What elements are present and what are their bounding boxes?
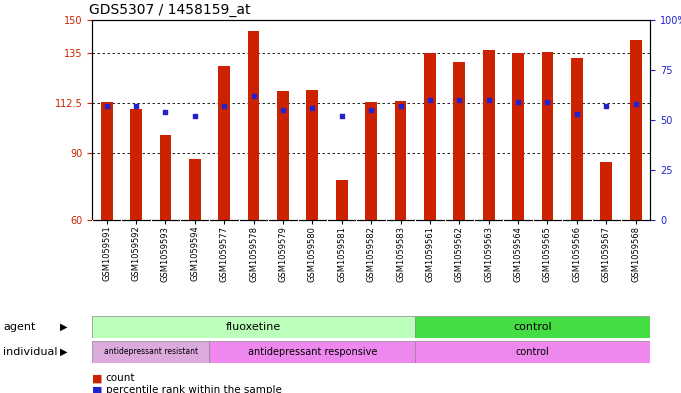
Bar: [219, 66, 230, 220]
Text: GDS5307 / 1458159_at: GDS5307 / 1458159_at: [89, 3, 251, 17]
Point: [336, 113, 347, 119]
Point: [601, 103, 612, 109]
Text: antidepressant responsive: antidepressant responsive: [248, 347, 377, 357]
Bar: [424, 53, 436, 220]
Point: [630, 101, 641, 107]
Point: [366, 107, 377, 113]
Text: agent: agent: [3, 322, 36, 332]
Bar: [306, 90, 318, 220]
Bar: [571, 57, 583, 220]
Bar: [92, 316, 415, 338]
Point: [454, 97, 464, 103]
Point: [424, 97, 435, 103]
Bar: [415, 316, 650, 338]
Bar: [512, 53, 524, 220]
Bar: [454, 62, 465, 220]
Point: [189, 113, 200, 119]
Point: [219, 103, 229, 109]
Bar: [92, 341, 210, 363]
Point: [513, 99, 524, 105]
Text: ■: ■: [92, 373, 102, 384]
Bar: [601, 162, 612, 220]
Text: control: control: [513, 322, 552, 332]
Bar: [365, 102, 377, 220]
Point: [278, 107, 289, 113]
Bar: [630, 40, 642, 220]
Text: antidepressant resistant: antidepressant resistant: [104, 347, 197, 356]
Bar: [159, 136, 172, 220]
Point: [542, 99, 553, 105]
Point: [160, 109, 171, 115]
Bar: [189, 159, 201, 220]
Text: ■: ■: [92, 385, 102, 393]
Point: [131, 103, 142, 109]
Bar: [415, 341, 650, 363]
Point: [307, 105, 318, 111]
Bar: [210, 341, 415, 363]
Bar: [130, 109, 142, 220]
Text: count: count: [106, 373, 135, 384]
Point: [248, 93, 259, 99]
Text: control: control: [516, 347, 550, 357]
Bar: [483, 50, 494, 220]
Bar: [101, 102, 112, 220]
Point: [395, 103, 406, 109]
Bar: [395, 101, 407, 220]
Bar: [277, 91, 289, 220]
Point: [101, 103, 112, 109]
Text: ▶: ▶: [60, 347, 67, 357]
Bar: [248, 31, 259, 220]
Text: individual: individual: [3, 347, 58, 357]
Text: fluoxetine: fluoxetine: [226, 322, 281, 332]
Text: percentile rank within the sample: percentile rank within the sample: [106, 385, 281, 393]
Text: ▶: ▶: [60, 322, 67, 332]
Point: [484, 97, 494, 103]
Point: [571, 111, 582, 117]
Bar: [336, 180, 347, 220]
Bar: [541, 52, 554, 220]
